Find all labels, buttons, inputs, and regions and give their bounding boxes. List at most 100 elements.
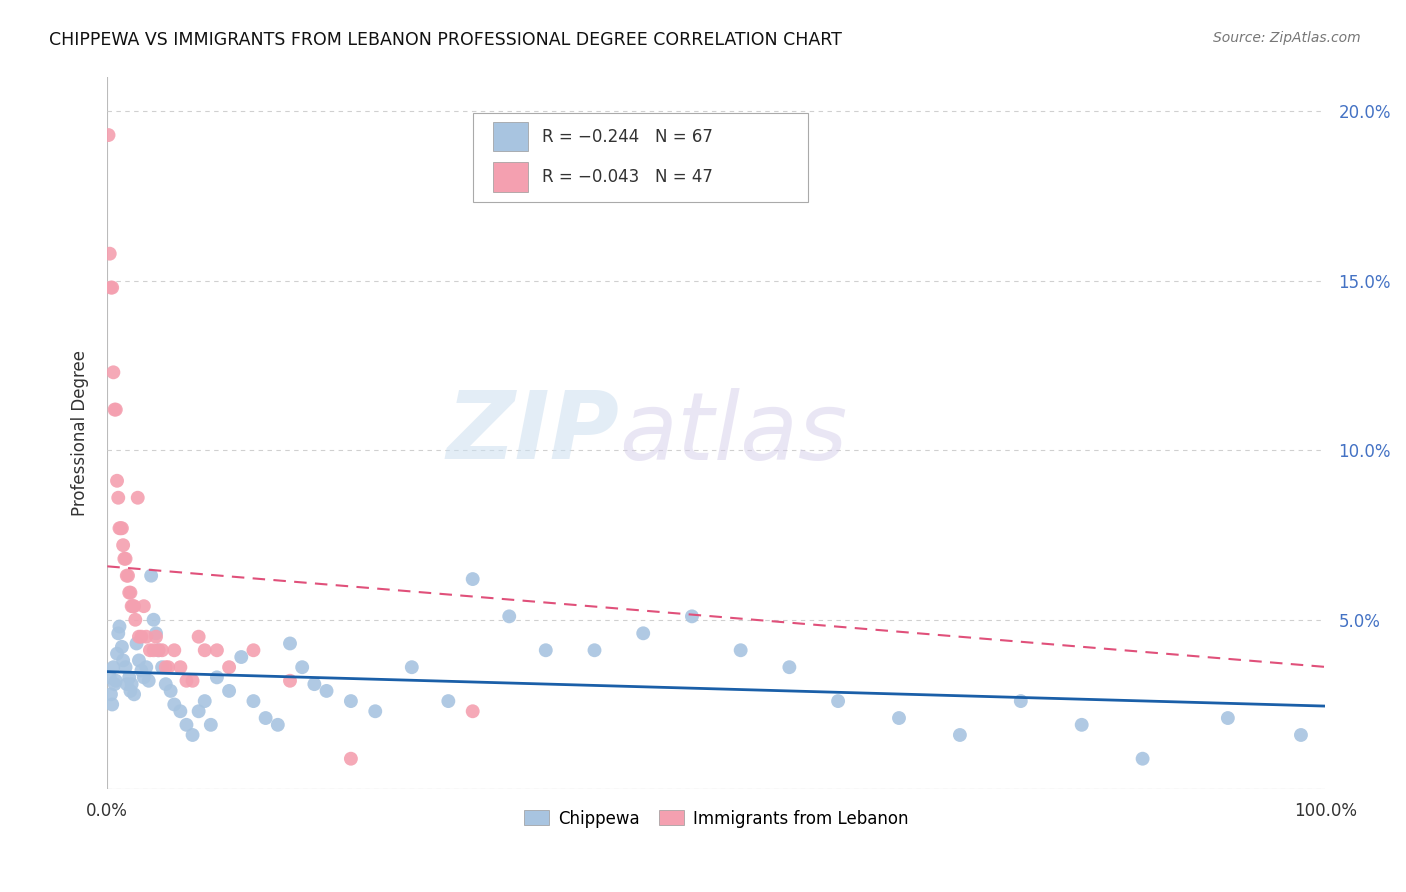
Point bbox=[205, 643, 228, 657]
Point bbox=[131, 664, 153, 678]
Point bbox=[159, 684, 181, 698]
Point bbox=[155, 677, 177, 691]
Point bbox=[1216, 711, 1239, 725]
Point bbox=[304, 677, 326, 691]
Point bbox=[194, 643, 217, 657]
Point bbox=[104, 677, 127, 691]
Point bbox=[205, 670, 228, 684]
Point bbox=[461, 704, 484, 718]
Point bbox=[122, 599, 145, 614]
Point bbox=[120, 684, 142, 698]
Point bbox=[122, 687, 145, 701]
Point bbox=[114, 660, 136, 674]
FancyBboxPatch shape bbox=[494, 121, 527, 152]
Point bbox=[98, 246, 121, 260]
Point bbox=[827, 694, 849, 708]
Point bbox=[145, 630, 167, 644]
Point bbox=[104, 402, 127, 417]
Point bbox=[127, 491, 149, 505]
Point bbox=[278, 673, 301, 688]
Point bbox=[101, 280, 124, 294]
Point bbox=[128, 630, 150, 644]
Point bbox=[340, 694, 363, 708]
Point bbox=[155, 660, 177, 674]
Point bbox=[150, 643, 173, 657]
Point bbox=[111, 521, 134, 535]
Point bbox=[104, 673, 127, 688]
Point bbox=[169, 704, 191, 718]
Point bbox=[112, 653, 135, 667]
Point bbox=[1070, 718, 1092, 732]
Point bbox=[97, 128, 120, 142]
Point bbox=[118, 585, 141, 599]
Point bbox=[108, 521, 131, 535]
Point bbox=[364, 704, 387, 718]
Point bbox=[117, 568, 139, 582]
Point bbox=[200, 718, 222, 732]
Point bbox=[101, 698, 124, 712]
Point bbox=[278, 636, 301, 650]
Text: CHIPPEWA VS IMMIGRANTS FROM LEBANON PROFESSIONAL DEGREE CORRELATION CHART: CHIPPEWA VS IMMIGRANTS FROM LEBANON PROF… bbox=[49, 31, 842, 49]
Point bbox=[112, 538, 135, 552]
Point bbox=[104, 402, 127, 417]
Point bbox=[118, 670, 141, 684]
Text: Source: ZipAtlas.com: Source: ZipAtlas.com bbox=[1213, 31, 1361, 45]
Point bbox=[254, 711, 277, 725]
Point bbox=[100, 687, 122, 701]
Point bbox=[315, 684, 337, 698]
Point bbox=[107, 491, 129, 505]
Point bbox=[98, 670, 121, 684]
Point bbox=[437, 694, 460, 708]
Point bbox=[291, 660, 314, 674]
Point bbox=[139, 568, 162, 582]
Point bbox=[115, 677, 138, 691]
Point bbox=[187, 704, 209, 718]
Point bbox=[142, 643, 165, 657]
Point bbox=[110, 521, 132, 535]
Point bbox=[135, 660, 157, 674]
Point bbox=[681, 609, 703, 624]
Point bbox=[887, 711, 910, 725]
Point bbox=[181, 673, 204, 688]
Point bbox=[132, 599, 155, 614]
Point bbox=[218, 660, 240, 674]
Point bbox=[498, 609, 520, 624]
Point bbox=[163, 698, 186, 712]
Point bbox=[108, 619, 131, 633]
Point bbox=[949, 728, 972, 742]
Legend: Chippewa, Immigrants from Lebanon: Chippewa, Immigrants from Lebanon bbox=[517, 803, 915, 834]
Point bbox=[176, 718, 198, 732]
Point bbox=[169, 660, 191, 674]
Point bbox=[120, 585, 142, 599]
Point bbox=[112, 551, 135, 566]
Point bbox=[267, 718, 290, 732]
Point bbox=[631, 626, 654, 640]
Point bbox=[128, 653, 150, 667]
Point bbox=[176, 673, 198, 688]
Point bbox=[730, 643, 752, 657]
Point bbox=[242, 694, 264, 708]
Point bbox=[125, 636, 148, 650]
Point bbox=[115, 568, 138, 582]
Point bbox=[105, 647, 128, 661]
Point bbox=[461, 572, 484, 586]
Point bbox=[111, 640, 134, 654]
Point bbox=[157, 660, 180, 674]
Point bbox=[242, 643, 264, 657]
Point bbox=[145, 626, 167, 640]
Point bbox=[121, 677, 143, 691]
Point bbox=[1010, 694, 1032, 708]
Point bbox=[103, 660, 125, 674]
Point bbox=[148, 643, 170, 657]
Text: R = −0.043   N = 47: R = −0.043 N = 47 bbox=[543, 168, 713, 186]
Point bbox=[114, 551, 136, 566]
Point bbox=[122, 599, 145, 614]
Point bbox=[163, 643, 186, 657]
Point bbox=[135, 630, 157, 644]
Point bbox=[132, 670, 155, 684]
Point bbox=[187, 630, 209, 644]
Point bbox=[181, 728, 204, 742]
FancyBboxPatch shape bbox=[494, 162, 527, 192]
FancyBboxPatch shape bbox=[472, 113, 807, 202]
Point bbox=[142, 613, 165, 627]
